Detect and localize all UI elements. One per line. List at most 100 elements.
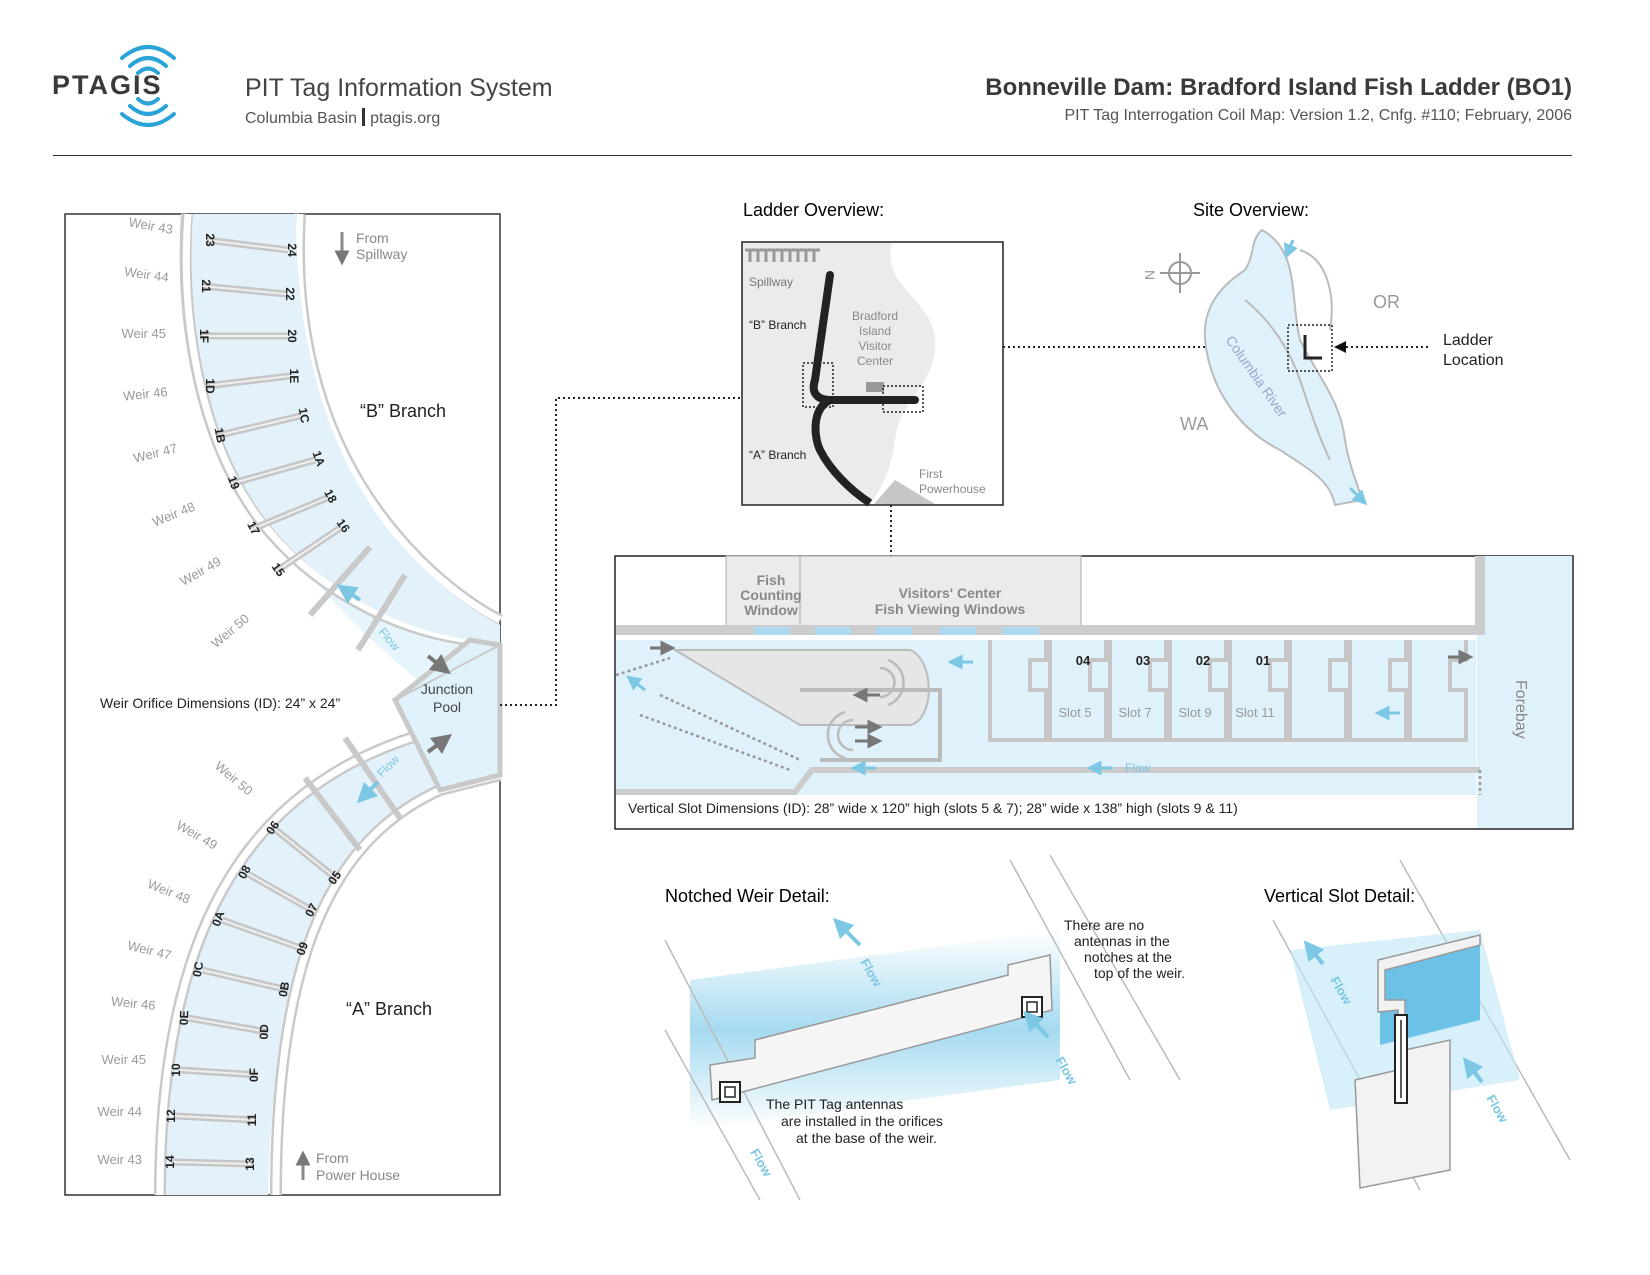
channel-flow-arrows [626, 654, 1400, 776]
header-rule [53, 155, 1572, 156]
weir-note-bottom-1: The PIT Tag antennas [766, 1096, 903, 1112]
b-branch-weir-row: 1D 1E Weir 46 [122, 369, 301, 404]
b-pool-divider [307, 545, 373, 617]
entrance-island [671, 649, 930, 726]
flow-arrow-a [356, 780, 380, 804]
junction-pool-line2: Pool [433, 699, 461, 715]
entrance-arcs [826, 658, 905, 760]
b-branch-weir-label: Weir 45 [121, 326, 166, 341]
site-overview-title: Site Overview: [1193, 200, 1309, 220]
powerhouse-line2: Powerhouse [919, 482, 986, 496]
slot-pool-wall [1288, 640, 1348, 742]
slot-name: Slot 7 [1118, 705, 1151, 720]
river-flow-bottom [1348, 486, 1368, 506]
b-branch-coil-outer-label: 20 [285, 329, 299, 343]
junction-arrow-out [426, 734, 452, 754]
junction-arrow-in [426, 653, 451, 675]
b-branch-coil-inner-label: 19 [225, 474, 243, 492]
b-branch-coil-inner-label: 21 [199, 279, 213, 293]
b-branch-weir-label: Weir 44 [123, 264, 169, 285]
visitor-center-line4: Center [857, 354, 893, 368]
visitors-center-line1: Visitors' Center [899, 585, 1002, 601]
visitors-center-line2: Fish Viewing Windows [875, 601, 1026, 617]
divider-bar [362, 108, 366, 126]
a-branch-coil-inner-label: 12 [164, 1109, 178, 1123]
leader-junction-to-overview [500, 397, 800, 706]
slot-dimensions: Vertical Slot Dimensions (ID): 28” wide … [628, 800, 1238, 816]
from-powerhouse-line2: Power House [316, 1167, 400, 1183]
a-branch-weir-label: Weir 44 [97, 1104, 142, 1119]
slot-flow-label-2: Flow [1483, 1092, 1511, 1126]
slot-coil-number: 01 [1256, 653, 1270, 668]
weir-orifice-antenna-left [719, 1081, 741, 1103]
b-branch-coil-outer-label: 22 [283, 287, 297, 301]
ladder-map-panel: 23 24 Weir 43 21 22 Weir 44 1F 20 Weir 45 1D 1E Wei… [64, 213, 503, 1196]
a-branch-weir-row: 10 0F Weir 45 [101, 1052, 261, 1082]
b-branch-coil-inner-label: 1F [197, 329, 211, 343]
orifice-dimensions: Weir Orifice Dimensions (ID): 24” x 24” [100, 695, 340, 711]
visitor-center-line3: Visitor [858, 339, 891, 353]
entrance-baffle [800, 688, 942, 762]
weir-note-top-4: top of the weir. [1094, 965, 1185, 981]
powerhouse-line1: First [919, 467, 943, 481]
system-title: PIT Tag Information System [245, 74, 553, 102]
spillway-gates [748, 250, 816, 262]
or-label: OR [1373, 292, 1400, 312]
slot-pool-wall [1108, 640, 1168, 742]
forebay-water [1477, 556, 1572, 828]
overview-b-branch: “B” Branch [749, 318, 806, 332]
b-branch-coil-outer-label: 24 [285, 243, 299, 257]
a-branch-coil-inner-label: 14 [163, 1155, 177, 1169]
weir-orifice-antenna-right [1021, 996, 1043, 1018]
slot-pool-wall [1048, 640, 1108, 742]
a-branch-weir-row: 14 13 Weir 43 [97, 1152, 257, 1171]
weir-note-bottom-3: at the base of the weir. [796, 1130, 937, 1146]
weir-flow-arrow-2 [1023, 1010, 1050, 1039]
channel-flow-label: Flow [1125, 761, 1151, 775]
weir-note-bottom-2: are installed in the orifices [781, 1113, 943, 1129]
north-label: N [1142, 270, 1158, 280]
a-pool-divider [302, 776, 363, 852]
from-spillway-line1: From [356, 230, 389, 246]
columbia-river [1203, 228, 1364, 507]
ladder-overview-panel: Ladder Overview: Spillway “B” Branch “A”… [741, 200, 1004, 507]
ladder-overview-title: Ladder Overview: [743, 200, 884, 220]
overview-spillway: Spillway [749, 275, 793, 289]
ptagis-logo-waves-icon [120, 45, 176, 127]
system-subtitle: Columbia Basin ptagis.org [245, 108, 440, 128]
island-outline [1244, 299, 1331, 461]
a-branch-coil-inner-label: 0C [190, 960, 207, 978]
a-branch-label: “A” Branch [346, 999, 432, 1019]
visitor-center-marker [866, 382, 884, 392]
weir-flow-arrow-1 [832, 917, 862, 947]
b-branch-coil-inner-label: 1D [203, 378, 217, 394]
a-branch-coil-inner-label: 0A [209, 909, 228, 929]
a-branch-weir-row: 0E 0D Weir 46 [110, 993, 271, 1039]
slot-coil-number: 02 [1196, 653, 1210, 668]
slot-pool-wall [988, 640, 1048, 742]
site-ladder-mark [1303, 335, 1322, 360]
website-link[interactable]: ptagis.org [370, 110, 441, 127]
north-compass-icon [1160, 253, 1200, 293]
a-branch-coil-outer-label: 0F [247, 1068, 261, 1082]
a-branch-weir-row: 12 11 Weir 44 [97, 1104, 259, 1126]
a-branch-weir-label: Weir 46 [110, 993, 156, 1013]
ptagis-logo: PTAGIS [52, 70, 163, 100]
b-pool-divider [355, 573, 408, 652]
wa-label: WA [1180, 414, 1208, 434]
forebay-label: Forebay [1512, 680, 1529, 739]
entrance-flow-arrows [650, 640, 1474, 749]
a-branch-coil-outer-label: 07 [302, 901, 321, 920]
junction-highlight-box [802, 362, 834, 408]
fish-counting-line1: Fish [757, 572, 786, 588]
b-branch-coil-inner-label: 17 [244, 519, 263, 538]
a-branch-coil-outer-label: 0B [276, 980, 293, 998]
b-branch-coil-outer-label: 18 [321, 487, 340, 506]
junction-pool [391, 637, 503, 793]
slot-name: Slot 11 [1235, 705, 1275, 720]
b-branch-coil-outer-label: 1E [287, 369, 301, 384]
b-branch-weir-row: 1F 20 Weir 45 [121, 326, 299, 343]
b-branch-coil-outer-label: 1C [296, 407, 313, 425]
b-branch-label: “B” Branch [360, 401, 446, 421]
